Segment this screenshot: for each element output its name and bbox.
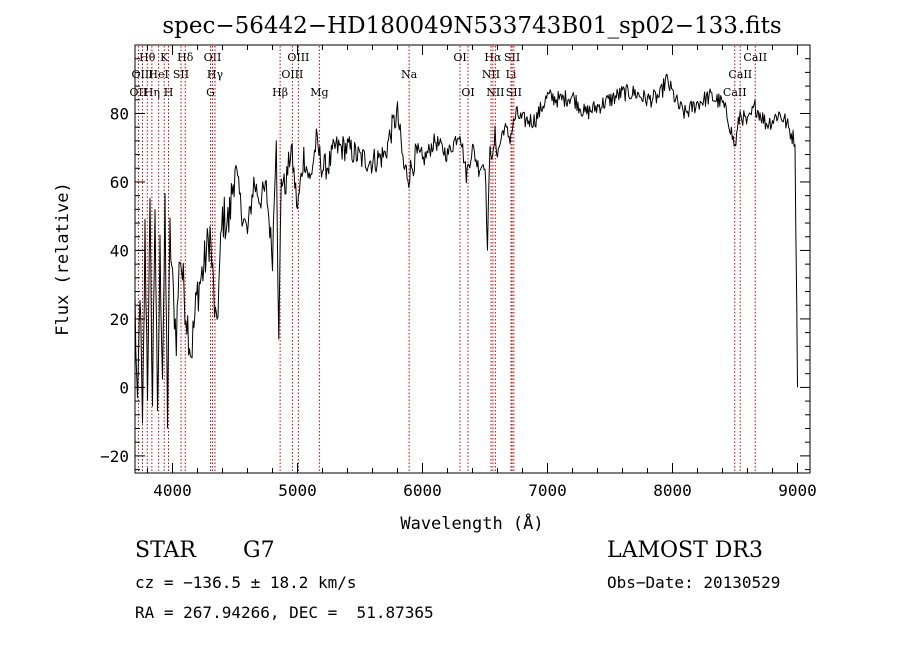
y-tick-label: 40 <box>110 241 129 260</box>
x-tick-label: 6000 <box>403 481 442 500</box>
spectral-line-label: HeI <box>148 68 168 81</box>
x-tick-label: 7000 <box>528 481 567 500</box>
y-axis-label: Flux (relative) <box>53 182 73 336</box>
spectral-line-label: Hγ <box>207 68 224 81</box>
sky-coordinates: RA = 267.94266, DEC = 51.87365 <box>135 603 434 622</box>
spectral-line-label: Li <box>506 68 517 81</box>
spectral-line-label: CaII <box>743 51 767 64</box>
spectral-line-label: Hθ <box>139 51 156 64</box>
plot-frame <box>134 44 811 474</box>
spectral-line-label: OIII <box>131 68 153 81</box>
y-tick-label: −20 <box>100 447 129 466</box>
spectral-line-label: OI <box>453 51 466 64</box>
observation-date: Obs−Date: 20130529 <box>607 573 781 592</box>
spectral-line-label: Hη <box>144 86 160 99</box>
spectral-line-label: K <box>160 51 169 64</box>
spectrum-line <box>134 73 798 429</box>
object-class: STAR <box>135 538 196 563</box>
y-tick-label: 80 <box>110 104 129 123</box>
spectrum-series <box>134 73 798 429</box>
spectral-line-label: Hβ <box>272 86 288 99</box>
spectral-line-label: OIII <box>287 51 309 64</box>
spectral-line-label: Na <box>401 68 418 81</box>
spectral-line-label: OII <box>204 51 222 64</box>
x-tick-label: 8000 <box>653 481 692 500</box>
spectral-line-label: CaII <box>728 68 752 81</box>
spectral-line-label: H <box>164 86 174 99</box>
spectral-line-label: SII <box>173 68 189 81</box>
spectral-line-label: OII <box>130 86 148 99</box>
spectral-line-label: Mg <box>310 86 328 99</box>
spectral-line-label: NII <box>486 86 504 99</box>
y-tick-label: 60 <box>110 173 129 192</box>
spectral-line-label: SII <box>506 86 522 99</box>
chart-title: spec−56442−HD180049N533743B01_sp02−133.f… <box>162 13 781 39</box>
spectral-line-label: OI <box>461 86 474 99</box>
survey-name: LAMOST DR3 <box>607 538 763 563</box>
redshift-velocity: cz = −136.5 ± 18.2 km/s <box>135 573 357 592</box>
spectral-line-label: Hα <box>484 51 502 64</box>
x-tick-label: 4000 <box>153 481 192 500</box>
object-subclass: G7 <box>243 538 275 563</box>
spectral-line-label: Hδ <box>177 51 194 64</box>
spectral-line-label: NII <box>482 68 500 81</box>
y-tick-label: 20 <box>110 310 129 329</box>
x-tick-label: 9000 <box>778 481 817 500</box>
x-axis-label: Wavelength (Å) <box>400 512 543 534</box>
axes: 4000 5000 6000 7000 8000 9000 −20 0 20 40 60 80 <box>100 45 817 500</box>
spectral-line-label: OIII <box>281 68 303 81</box>
spectral-line-label: G <box>206 86 215 99</box>
x-tick-label: 5000 <box>278 481 317 500</box>
spectral-line-label: SII <box>504 51 520 64</box>
spectral-line-label: CaII <box>723 86 747 99</box>
y-tick-label: 0 <box>119 378 129 397</box>
